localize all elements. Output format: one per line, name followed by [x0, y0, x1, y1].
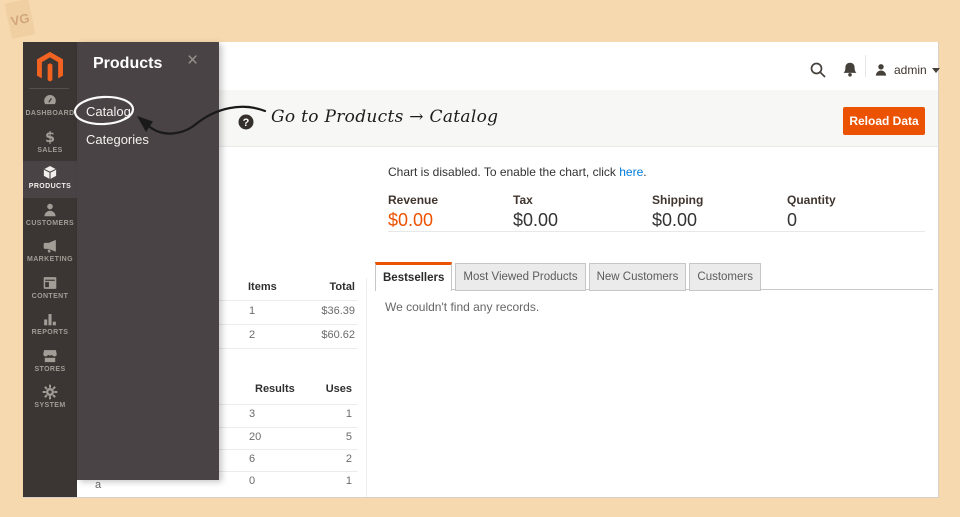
topbar-divider: [865, 55, 866, 77]
row-divider: [173, 427, 358, 428]
total-revenue: Revenue $0.00: [388, 193, 438, 231]
col-header-results: Results: [255, 383, 295, 395]
row-divider: [173, 300, 358, 301]
table-cell: 0: [249, 475, 256, 487]
chart-disabled-notice: Chart is disabled. To enable the chart, …: [388, 165, 647, 179]
sidebar-item-label: REPORTS: [31, 329, 69, 336]
total-label: Revenue: [388, 193, 439, 207]
table-cell: 5: [345, 431, 352, 443]
column-divider: [366, 278, 367, 497]
content-window-icon: [41, 274, 59, 292]
dashboard-tabs: Bestsellers Most Viewed Products New Cus…: [375, 262, 764, 291]
table-cell: 1: [345, 408, 352, 420]
total-shipping: Shipping $0.00: [652, 193, 703, 231]
tab-bestsellers[interactable]: Bestsellers: [375, 262, 453, 291]
total-tax: Tax $0.00: [513, 193, 558, 231]
menu-item-categories[interactable]: Categories: [86, 132, 149, 147]
system-gear-icon: [41, 383, 59, 401]
table-cell: 2: [345, 453, 352, 465]
sidebar-item-marketing[interactable]: MARKETING: [23, 234, 77, 270]
notifications-bell-icon[interactable]: [840, 60, 860, 80]
row-divider: [173, 324, 358, 325]
col-header-uses: Uses: [325, 383, 352, 395]
sidebar-item-label: SYSTEM: [34, 402, 66, 409]
col-header-items: Items: [248, 281, 277, 293]
sidebar-item-sales[interactable]: $ SALES: [23, 125, 77, 161]
products-flyout-menu: Products × Catalog Categories: [77, 42, 219, 480]
row-divider: [173, 449, 358, 450]
products-cube-icon: [41, 164, 59, 182]
admin-account-menu[interactable]: admin: [873, 60, 940, 80]
table-cell: 1: [345, 475, 352, 487]
row-divider: [173, 404, 358, 405]
close-icon[interactable]: ×: [187, 50, 199, 71]
sidebar: DASHBOARD $ SALES PRODUCTS CUSTOMERS: [23, 42, 77, 497]
chevron-down-icon: [931, 67, 940, 73]
row-divider: [173, 348, 358, 349]
total-value: $0.00: [652, 210, 698, 230]
sidebar-divider: [29, 88, 69, 89]
watermark-stamp: VG: [4, 0, 36, 40]
flyout-title: Products: [93, 55, 163, 72]
admin-username: admin: [894, 63, 927, 77]
table-cell: 3: [249, 408, 256, 420]
total-value: $0.00: [388, 210, 434, 230]
total-label: Tax: [513, 193, 533, 207]
total-label: Shipping: [652, 193, 704, 207]
customers-person-icon: [41, 201, 59, 219]
tab-most-viewed-products[interactable]: Most Viewed Products: [455, 263, 586, 291]
search-icon[interactable]: [808, 60, 828, 80]
table-cell: $60.62: [321, 329, 355, 341]
sidebar-item-content[interactable]: CONTENT: [23, 271, 77, 307]
dashboard-gauge-icon: [41, 91, 59, 109]
reports-barchart-icon: [41, 310, 59, 328]
empty-records-message: We couldn't find any records.: [385, 300, 540, 314]
sidebar-item-system[interactable]: SYSTEM: [23, 380, 77, 416]
total-quantity: Quantity 0: [787, 193, 836, 231]
sidebar-item-label: PRODUCTS: [28, 183, 72, 190]
table-cell: $36.39: [321, 305, 355, 317]
table-cell: 20: [249, 431, 262, 443]
svg-text:$: $: [45, 130, 55, 146]
totals-divider: [388, 231, 925, 232]
table-cell: 6: [249, 453, 256, 465]
total-value: 0: [787, 210, 798, 230]
sidebar-item-label: DASHBOARD: [25, 110, 75, 117]
tab-customers[interactable]: Customers: [689, 263, 761, 291]
col-header-total: Total: [329, 281, 355, 293]
admin-window: admin Reload Data Chart is disabled. To …: [23, 42, 940, 498]
table-cell: 1: [249, 305, 256, 317]
user-avatar-icon: [873, 62, 889, 78]
sidebar-item-label: CONTENT: [31, 293, 69, 300]
table-cell: 2: [249, 329, 256, 341]
sidebar-item-products[interactable]: PRODUCTS: [23, 161, 77, 198]
sidebar-item-label: CUSTOMERS: [25, 220, 75, 227]
chart-notice-period: .: [643, 165, 647, 179]
sidebar-item-dashboard[interactable]: DASHBOARD: [23, 88, 77, 124]
enable-chart-link[interactable]: here: [619, 165, 644, 179]
total-value: $0.00: [513, 210, 559, 230]
chart-notice-text: Chart is disabled. To enable the chart, …: [388, 165, 620, 179]
total-label: Quantity: [787, 193, 836, 207]
sales-dollar-icon: $: [41, 128, 59, 146]
sidebar-item-stores[interactable]: STORES: [23, 344, 77, 380]
sidebar-item-reports[interactable]: REPORTS: [23, 307, 77, 343]
menu-item-catalog[interactable]: Catalog: [86, 104, 131, 119]
row-divider: [173, 471, 358, 472]
stores-storefront-icon: [41, 347, 59, 365]
magento-logo-icon[interactable]: [35, 51, 65, 84]
tab-new-customers[interactable]: New Customers: [588, 263, 687, 291]
sidebar-item-label: SALES: [37, 147, 63, 154]
sidebar-item-label: STORES: [34, 366, 66, 373]
clipped-row-text: a: [95, 479, 102, 491]
reload-data-button[interactable]: Reload Data: [843, 107, 925, 135]
sidebar-item-customers[interactable]: CUSTOMERS: [23, 198, 77, 234]
sidebar-item-label: MARKETING: [27, 256, 73, 263]
marketing-megaphone-icon: [41, 237, 59, 255]
